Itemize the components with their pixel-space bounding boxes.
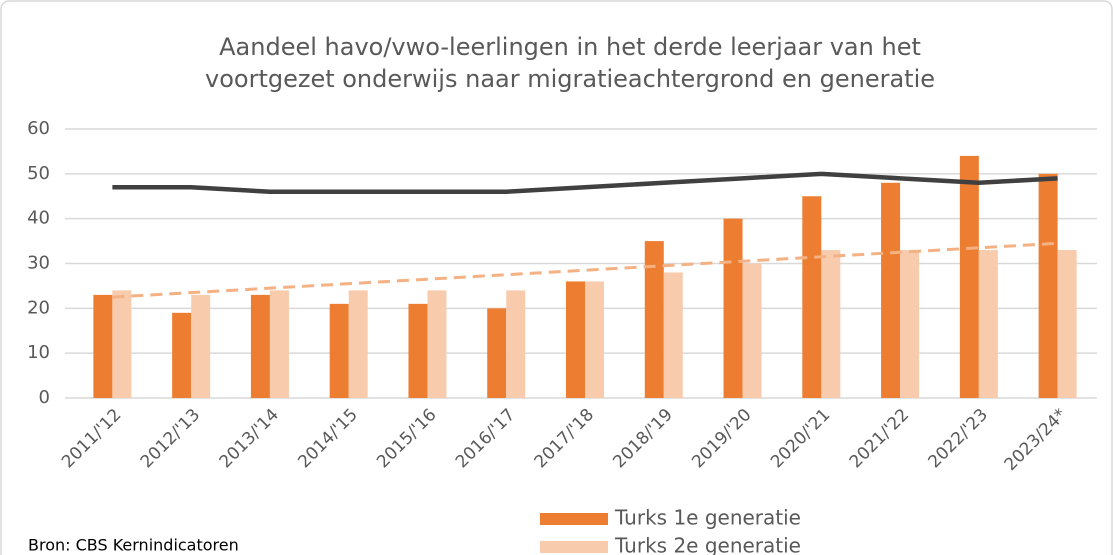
bar [644, 241, 664, 398]
legend-swatch [540, 541, 608, 553]
chart-title: Aandeel havo/vwo-leerlingen in het derde… [219, 33, 921, 61]
bar [172, 312, 192, 398]
y-tick-label: 20 [27, 297, 50, 318]
source: Bron: CBS Kernindicatoren [28, 536, 239, 555]
line [112, 171, 1058, 195]
bar [1057, 250, 1077, 398]
y-tick-label: 40 [27, 208, 50, 229]
y-tick-label: 30 [27, 253, 50, 274]
y-tick-label: 60 [27, 118, 50, 139]
bar [250, 294, 270, 398]
bar [408, 303, 428, 398]
bar [112, 290, 132, 398]
bar [329, 303, 349, 398]
bar [723, 218, 743, 398]
bar [900, 250, 920, 398]
bar [566, 281, 585, 398]
legend-label: Turks 1e generatie [614, 506, 801, 530]
y-tick-label: 0 [39, 387, 50, 408]
trend-line [112, 241, 1058, 299]
bar [821, 250, 841, 398]
bar [742, 263, 762, 398]
bar [487, 308, 507, 398]
bar [881, 182, 901, 398]
bar [93, 294, 113, 398]
chart-title: voortgezet onderwijs naar migratieachter… [205, 65, 935, 93]
bar [1038, 173, 1058, 398]
bar [959, 155, 979, 398]
bar [585, 281, 604, 398]
y-tick-label: 10 [27, 342, 50, 363]
bar [663, 272, 683, 398]
legend-label: Turks 2e generatie [614, 534, 801, 555]
bar [191, 294, 211, 398]
bar [269, 290, 289, 398]
legend-swatch [540, 513, 608, 525]
bar [506, 290, 526, 398]
y-tick-label: 50 [27, 163, 50, 184]
bar [978, 250, 998, 398]
bar [348, 290, 368, 398]
bar [802, 196, 822, 398]
bar [427, 290, 447, 398]
